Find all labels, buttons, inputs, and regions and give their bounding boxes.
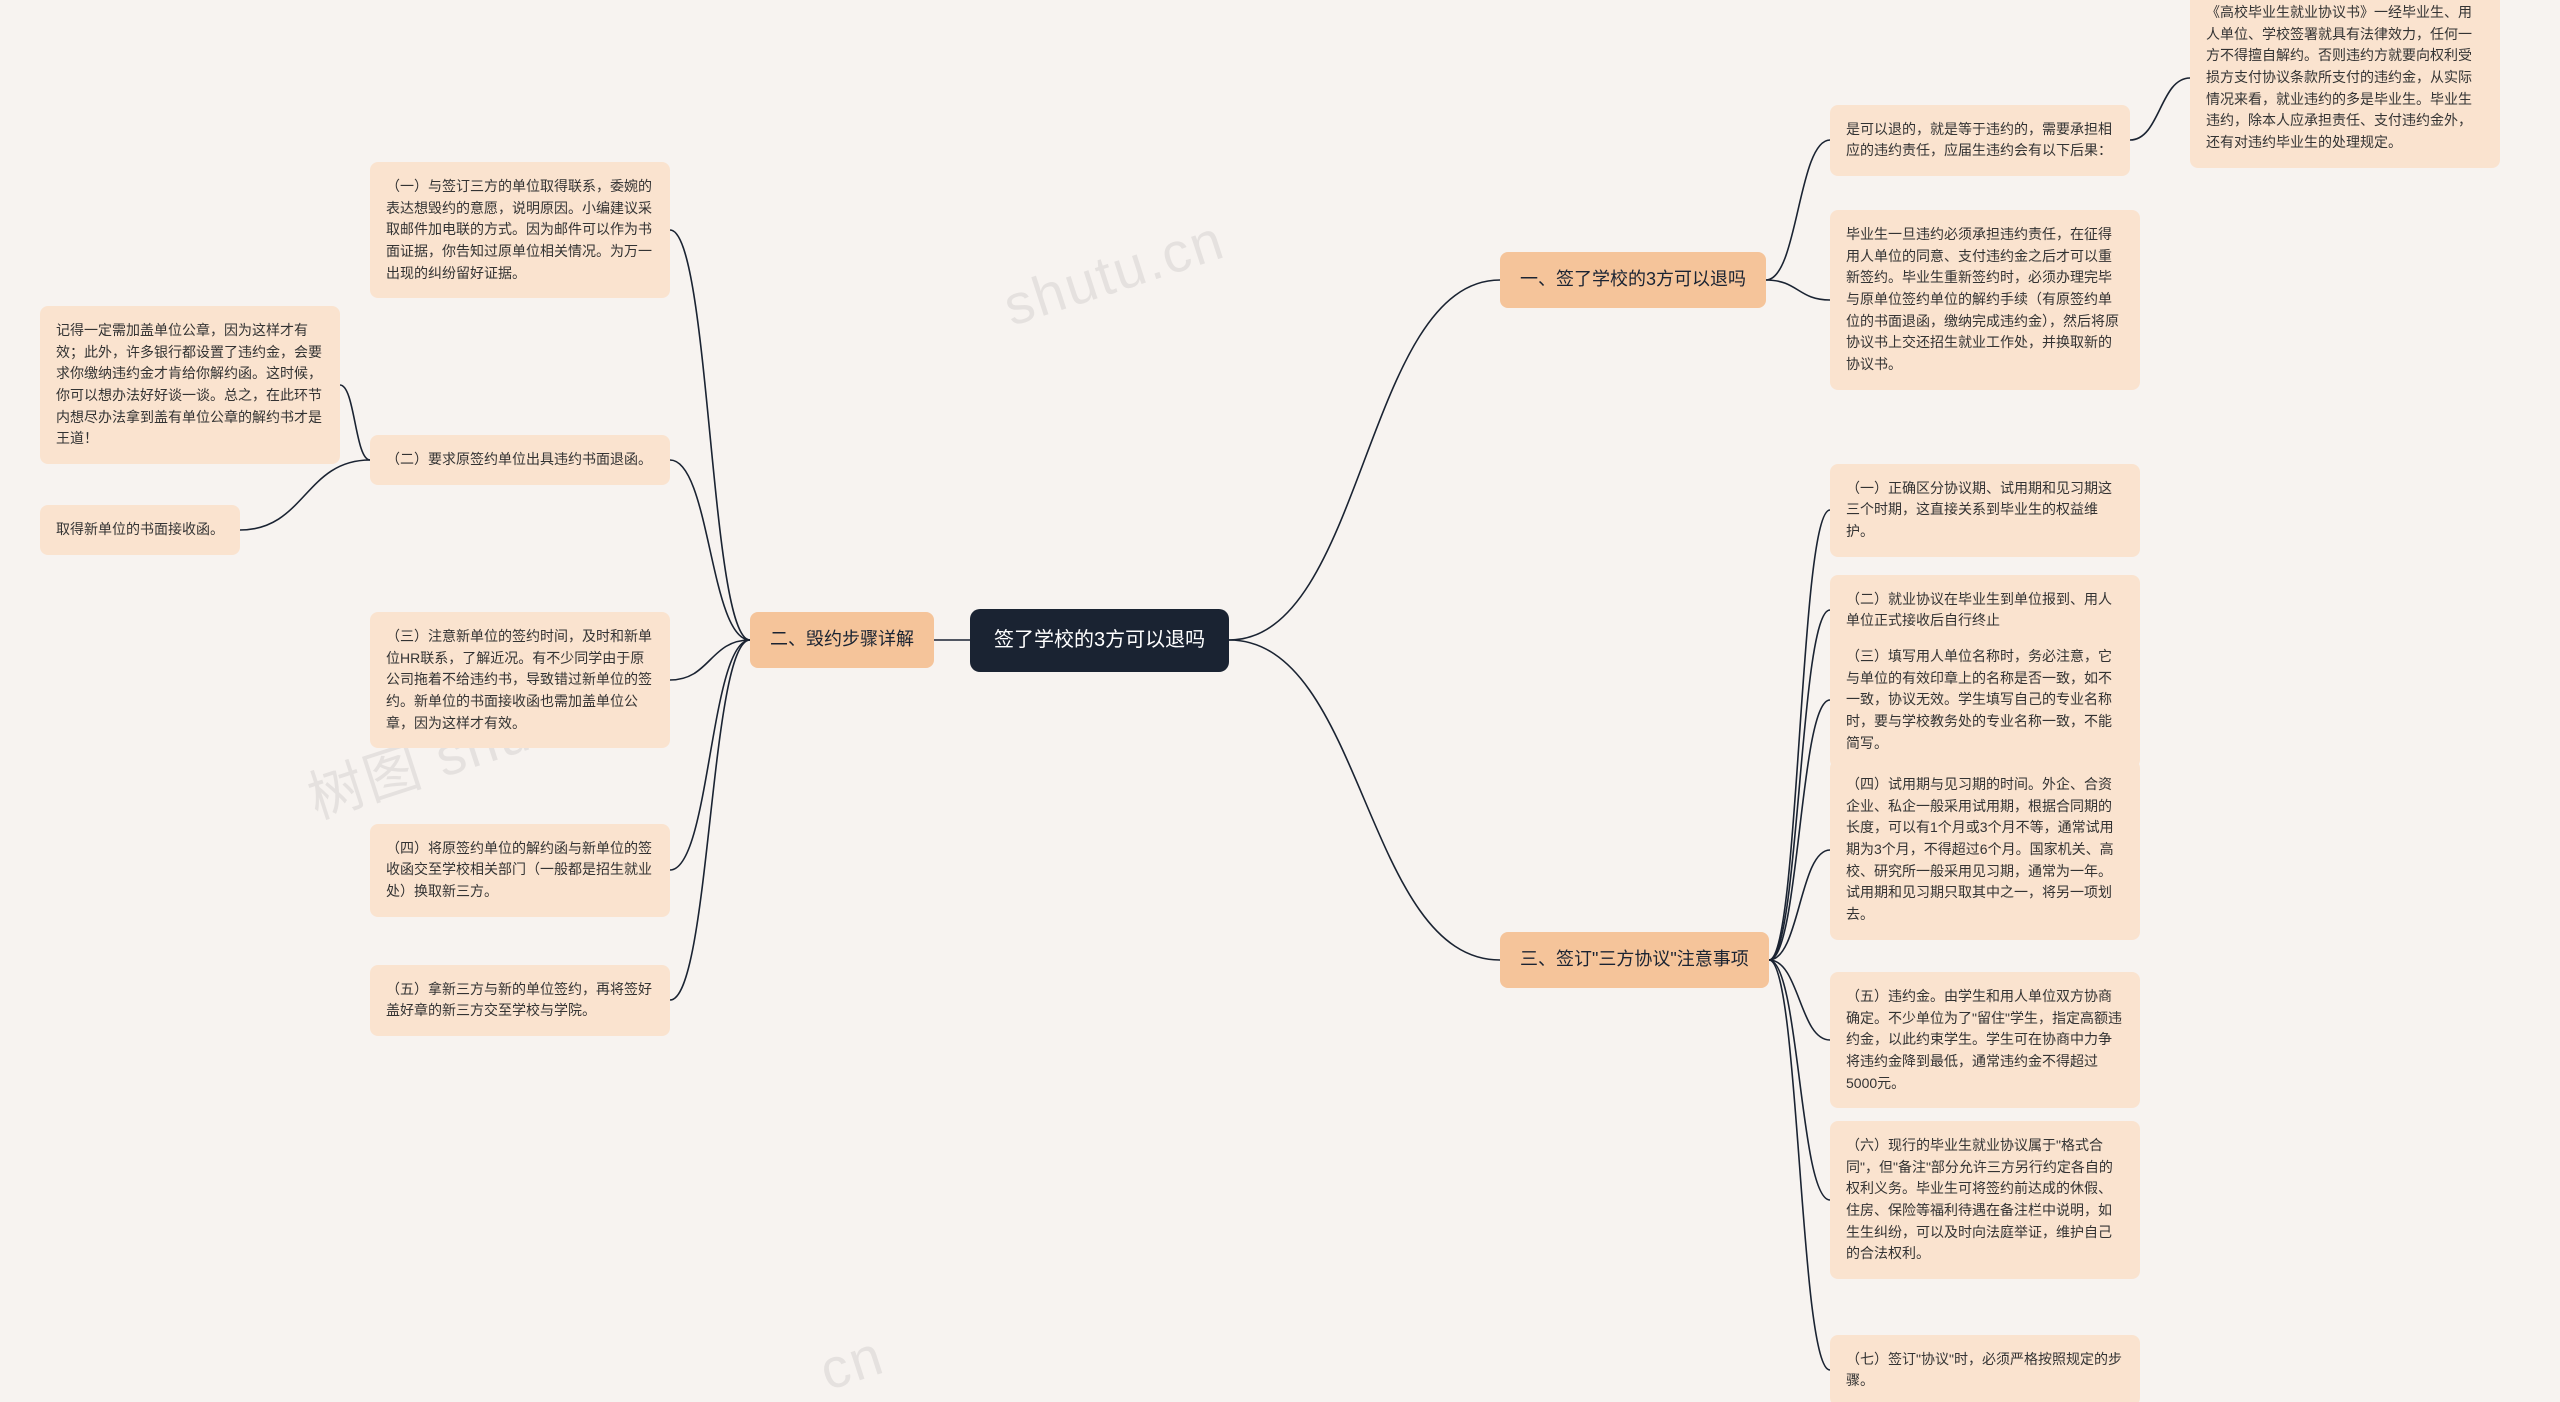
leaf-node[interactable]: （二）要求原签约单位出具违约书面退函。 [370, 435, 670, 485]
leaf-node[interactable]: 毕业生一旦违约必须承担违约责任，在征得用人单位的同意、支付违约金之后才可以重新签… [1830, 210, 2140, 390]
leaf-node[interactable]: （五）违约金。由学生和用人单位双方协商确定。不少单位为了"留住"学生，指定高额违… [1830, 972, 2140, 1108]
leaf-node[interactable]: 记得一定需加盖单位公章，因为这样才有效；此外，许多银行都设置了违约金，会要求你缴… [40, 306, 340, 464]
leaf-node[interactable]: （六）现行的毕业生就业协议属于"格式合同"，但"备注"部分允许三方另行约定各自的… [1830, 1121, 2140, 1279]
leaf-node[interactable]: 《高校毕业生就业协议书》一经毕业生、用人单位、学校签署就具有法律效力，任何一方不… [2190, 0, 2500, 168]
leaf-node[interactable]: 是可以退的，就是等于违约的，需要承担相应的违约责任，应届生违约会有以下后果： [1830, 105, 2130, 176]
leaf-node[interactable]: （三）注意新单位的签约时间，及时和新单位HR联系，了解近况。有不少同学由于原公司… [370, 612, 670, 748]
leaf-node[interactable]: （一）与签订三方的单位取得联系，委婉的表达想毁约的意愿，说明原因。小编建议采取邮… [370, 162, 670, 298]
mindmap-canvas: 树图 shutu.cn shutu.cn shutu.cn cn 签了学校的3方… [0, 0, 2560, 1402]
leaf-node[interactable]: 取得新单位的书面接收函。 [40, 505, 240, 555]
leaf-node[interactable]: （一）正确区分协议期、试用期和见习期这三个时期，这直接关系到毕业生的权益维护。 [1830, 464, 2140, 557]
watermark: cn [812, 1322, 892, 1402]
leaf-node[interactable]: （五）拿新三方与新的单位签约，再将签好盖好章的新三方交至学校与学院。 [370, 965, 670, 1036]
root-node[interactable]: 签了学校的3方可以退吗 [970, 609, 1229, 672]
branch-node-3[interactable]: 三、签订"三方协议"注意事项 [1500, 932, 1769, 988]
watermark: shutu.cn [996, 206, 1233, 338]
leaf-node[interactable]: （四）试用期与见习期的时间。外企、合资企业、私企一般采用试用期，根据合同期的长度… [1830, 760, 2140, 940]
leaf-node[interactable]: （四）将原签约单位的解约函与新单位的签收函交至学校相关部门（一般都是招生就业处）… [370, 824, 670, 917]
leaf-node[interactable]: （三）填写用人单位名称时，务必注意，它与单位的有效印章上的名称是否一致，如不一致… [1830, 632, 2140, 768]
leaf-node[interactable]: （七）签订"协议"时，必须严格按照规定的步骤。 [1830, 1335, 2140, 1402]
branch-node-2[interactable]: 二、毁约步骤详解 [750, 612, 934, 668]
branch-node-1[interactable]: 一、签了学校的3方可以退吗 [1500, 252, 1766, 308]
